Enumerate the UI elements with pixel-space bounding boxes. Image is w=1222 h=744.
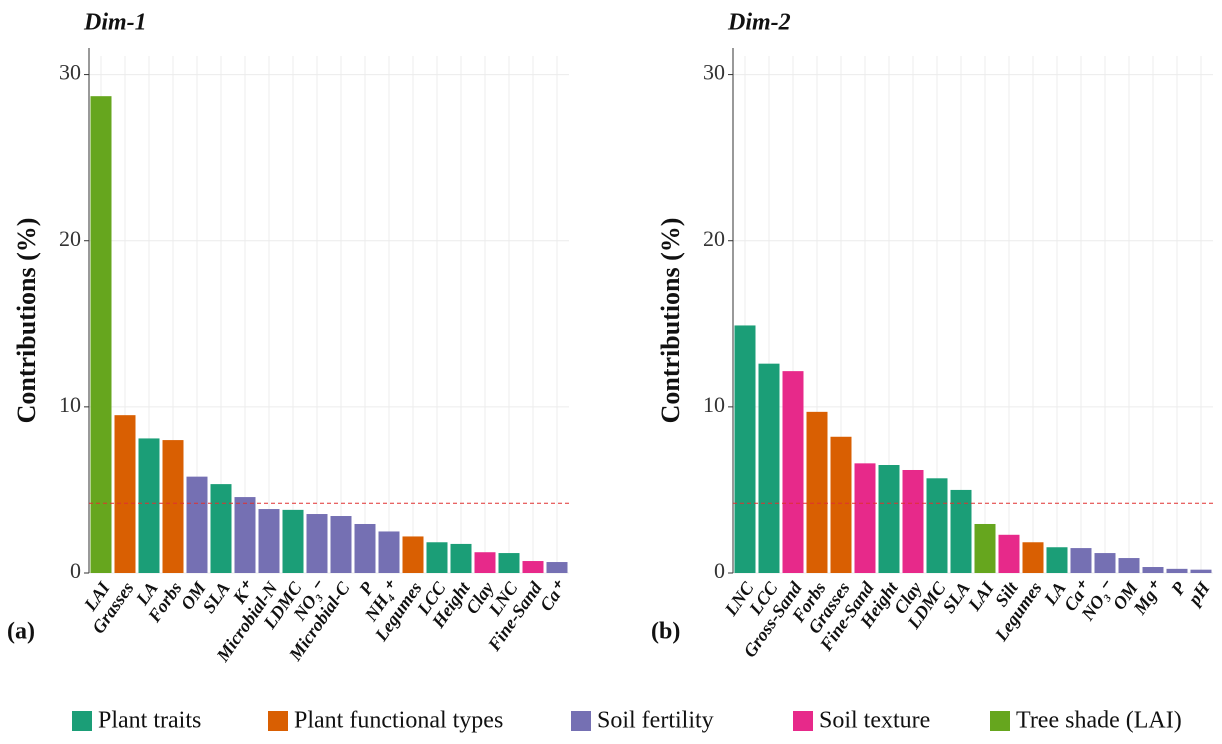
bar bbox=[758, 363, 780, 573]
bar bbox=[546, 562, 568, 573]
bar bbox=[234, 497, 256, 573]
y-tick-label: 0 bbox=[70, 558, 81, 583]
bar bbox=[306, 514, 328, 573]
y-tick-label: 10 bbox=[703, 392, 725, 417]
legend-label: Tree shade (LAI) bbox=[1016, 708, 1182, 734]
bar bbox=[282, 509, 304, 573]
y-tick-label: 20 bbox=[59, 226, 81, 251]
bar bbox=[1094, 553, 1116, 573]
legend-swatch bbox=[72, 711, 92, 731]
bar bbox=[1046, 547, 1068, 573]
x-tick-label: Mg⁺ bbox=[1129, 576, 1167, 619]
bar bbox=[378, 531, 400, 573]
bar bbox=[998, 534, 1020, 573]
y-tick-label: 30 bbox=[59, 60, 81, 85]
bar bbox=[950, 489, 972, 573]
x-tick-label: Ca⁺ bbox=[536, 576, 571, 615]
bar bbox=[402, 536, 424, 573]
bar bbox=[1118, 558, 1140, 573]
bar bbox=[114, 415, 136, 573]
chart-title: Dim-2 bbox=[727, 10, 791, 36]
legend-swatch bbox=[990, 711, 1010, 731]
bar bbox=[782, 371, 804, 573]
bar bbox=[1166, 568, 1188, 573]
bar bbox=[210, 484, 232, 573]
legend-swatch bbox=[793, 711, 813, 731]
bar bbox=[734, 325, 756, 573]
bar bbox=[806, 411, 828, 573]
bar bbox=[926, 478, 948, 573]
x-tick-label: pH bbox=[1183, 577, 1214, 610]
bar bbox=[258, 509, 280, 573]
bar bbox=[1070, 548, 1092, 573]
panel-label: (a) bbox=[7, 619, 35, 645]
panel-label: (b) bbox=[651, 619, 680, 645]
bar bbox=[974, 523, 996, 573]
bar bbox=[450, 543, 472, 573]
legend-swatch bbox=[571, 711, 591, 731]
bar bbox=[426, 542, 448, 573]
bar bbox=[186, 476, 208, 573]
y-tick-label: 30 bbox=[703, 60, 725, 85]
y-axis-label: Contributions (%) bbox=[656, 218, 685, 424]
y-tick-label: 0 bbox=[714, 558, 725, 583]
bar bbox=[90, 96, 112, 573]
bar bbox=[162, 440, 184, 573]
bar bbox=[138, 438, 160, 573]
bar bbox=[878, 465, 900, 573]
bar bbox=[498, 553, 520, 573]
bar bbox=[1142, 567, 1164, 573]
bar bbox=[474, 552, 496, 573]
legend-label: Plant traits bbox=[98, 708, 201, 734]
bar bbox=[830, 436, 852, 573]
bar bbox=[854, 463, 876, 573]
y-tick-label: 20 bbox=[703, 226, 725, 251]
y-tick-label: 10 bbox=[59, 392, 81, 417]
chart-title: Dim-1 bbox=[83, 10, 147, 36]
x-tick-label: SLA bbox=[198, 578, 233, 617]
y-axis-label: Contributions (%) bbox=[12, 218, 41, 424]
legend-label: Plant functional types bbox=[294, 708, 503, 734]
bar bbox=[1022, 542, 1044, 573]
bar bbox=[330, 516, 352, 573]
legend-label: Soil fertility bbox=[597, 708, 714, 734]
bar bbox=[522, 561, 544, 573]
bar bbox=[1190, 569, 1212, 573]
legend-swatch bbox=[268, 711, 288, 731]
bar bbox=[902, 469, 924, 573]
legend-label: Soil texture bbox=[819, 708, 930, 734]
bar bbox=[354, 523, 376, 573]
